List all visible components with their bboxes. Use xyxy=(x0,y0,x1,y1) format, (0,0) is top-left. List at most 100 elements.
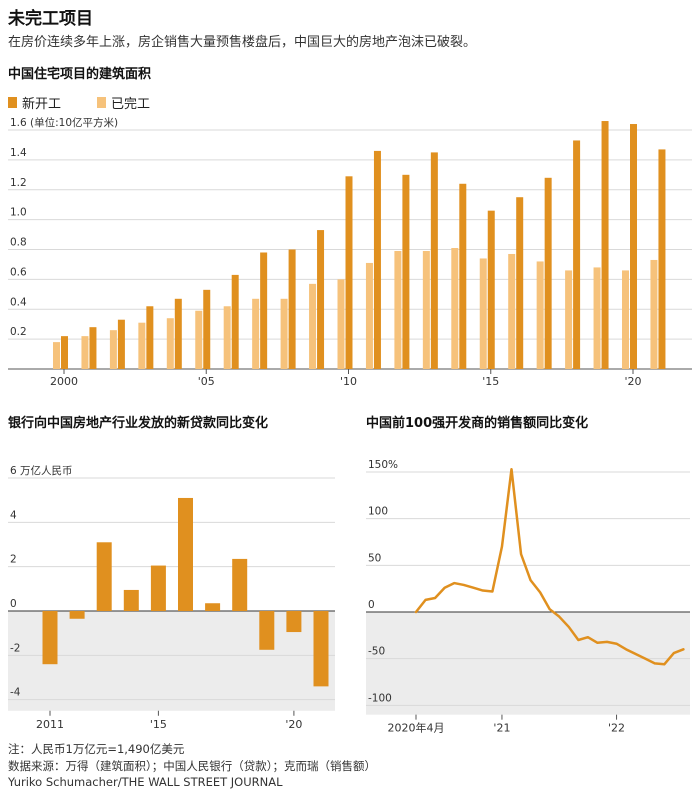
legend-label-completed: 已完工 xyxy=(111,97,151,112)
chart3-y-tick-label: -50 xyxy=(368,646,385,658)
chart1-title: 中国住宅项目的建筑面积 xyxy=(8,67,152,82)
legend-item-completed: 已完工 xyxy=(97,93,150,112)
chart3-point xyxy=(529,579,532,582)
chart3-point xyxy=(482,589,484,592)
chart3-point xyxy=(625,648,627,651)
chart2-y-tick-label: -4 xyxy=(10,687,21,699)
chart1-y-tick-label: 0.2 xyxy=(10,326,27,338)
chart3-point xyxy=(501,545,503,548)
legend-swatch-new-starts xyxy=(8,97,17,108)
chart1-bar-new-starts xyxy=(402,174,410,369)
chart1-bar-completed xyxy=(280,298,288,369)
chart3-y-tick-label: 0 xyxy=(368,599,375,611)
footer-credit: Yuriko Schumacher/THE WALL STREET JOURNA… xyxy=(8,775,283,789)
chart1-bar-new-starts xyxy=(630,124,637,370)
chart3-point xyxy=(606,641,608,643)
chart2-title: 银行向中国房地产行业发放的新贷款同比变化 xyxy=(8,416,269,431)
chart3-point xyxy=(539,591,541,594)
chart3-point xyxy=(682,648,685,651)
legend-label-new-starts: 新开工 xyxy=(22,97,62,112)
chart1-bar-completed xyxy=(365,262,373,369)
chart3-point xyxy=(434,597,436,599)
chart2-bar xyxy=(232,558,248,611)
chart1-bar-new-starts xyxy=(203,289,211,369)
legend-item-new-starts: 新开工 xyxy=(8,93,61,112)
chart3-point xyxy=(443,586,446,589)
chart1-bar-completed xyxy=(81,336,89,369)
chart3-y-tick-label: 150% xyxy=(368,459,398,471)
chart2-bar xyxy=(123,589,139,611)
chart1-bar-new-starts xyxy=(658,149,666,369)
chart1-bar-new-starts xyxy=(288,249,296,369)
chart1-bar-completed xyxy=(166,318,174,369)
chart3-point xyxy=(587,636,589,638)
chart1-x-tick-label: 2000 xyxy=(50,375,78,388)
chart1-y-tick-label: 1.0 xyxy=(10,207,27,219)
chart1-bar-completed xyxy=(451,248,459,369)
chart2-bar xyxy=(150,565,166,611)
chart1-y-tick-label: 1.2 xyxy=(10,177,27,189)
chart3-y-tick-label: 100 xyxy=(368,506,388,518)
chart1-bar-completed xyxy=(593,267,601,369)
chart1-bar-completed xyxy=(252,298,260,369)
chart2-x-tick-label: '15 xyxy=(150,718,167,731)
chart1-bar-new-starts xyxy=(117,319,125,369)
chart2-bar xyxy=(42,611,58,665)
page-title: 未完工项目 xyxy=(8,9,93,29)
chart1-bar-new-starts xyxy=(89,327,97,369)
chart2-y-tick-label: 4 xyxy=(10,509,17,521)
chart3-x-tick-label: '22 xyxy=(608,722,625,735)
chart1-bar-new-starts xyxy=(459,183,467,369)
chart1-bar-completed xyxy=(650,259,658,369)
chart3-point xyxy=(491,590,494,593)
chart3-point xyxy=(510,468,513,471)
chart1-y-tick-label: 1.4 xyxy=(10,147,27,159)
chart1-bar-new-starts xyxy=(544,177,552,369)
chart3-x-tick-label: '21 xyxy=(493,722,510,735)
chart3-point xyxy=(568,626,570,628)
chart3-title: 中国前100强开发商的销售额同比变化 xyxy=(366,416,589,431)
chart1-x-tick-label: '10 xyxy=(340,375,357,388)
chart1-bar-completed xyxy=(53,342,60,369)
chart1-bar-completed xyxy=(394,250,402,369)
chart1-bar-completed xyxy=(565,270,573,369)
chart2-bar xyxy=(259,611,275,650)
chart1-y-tick-label: 0.8 xyxy=(10,237,27,249)
chart3-point xyxy=(462,584,465,586)
chart2-bar xyxy=(205,603,221,611)
chart1-bar-new-starts xyxy=(174,298,182,369)
chart3-point xyxy=(673,652,675,654)
chart1-bar-completed xyxy=(138,322,146,369)
chart3-point xyxy=(548,608,551,610)
chart3-y-tick-label: 50 xyxy=(368,552,381,564)
chart1-bar-new-starts xyxy=(260,252,268,369)
chart1-bar-new-starts xyxy=(601,121,609,369)
chart1-bar-completed xyxy=(622,270,629,369)
chart2-y-tick-label: 2 xyxy=(10,554,17,566)
chart3-point xyxy=(663,663,666,666)
chart1-bar-completed xyxy=(536,261,544,369)
chart3-point xyxy=(453,582,456,584)
chart1-bar-completed xyxy=(309,283,317,369)
chart1-bar-new-starts xyxy=(573,140,581,369)
chart2-x-tick-label: 2011 xyxy=(36,718,64,731)
chart1-bar-new-starts xyxy=(430,152,438,369)
chart1-bar-new-starts xyxy=(373,150,381,369)
chart2-bar xyxy=(69,611,85,619)
chart3-point xyxy=(520,553,522,555)
chart1-bar-new-starts xyxy=(231,274,239,369)
chart2-x-tick-label: '20 xyxy=(285,718,302,731)
chart1-bar-new-starts xyxy=(317,230,325,369)
chart3-point xyxy=(644,657,646,660)
chart1-bar-completed xyxy=(337,279,345,369)
chart1-bar-new-starts xyxy=(345,176,353,369)
chart3-y-tick-label: -100 xyxy=(368,692,392,704)
chart1-legend: 新开工 已完工 xyxy=(8,93,150,112)
chart3-point xyxy=(558,615,561,618)
chart2-bar xyxy=(286,611,302,633)
chart3-point xyxy=(424,599,427,601)
chart3-point xyxy=(596,642,599,644)
chart2-y-tick-label: 6 万亿人民币 xyxy=(10,464,73,477)
chart3-point xyxy=(577,639,580,641)
